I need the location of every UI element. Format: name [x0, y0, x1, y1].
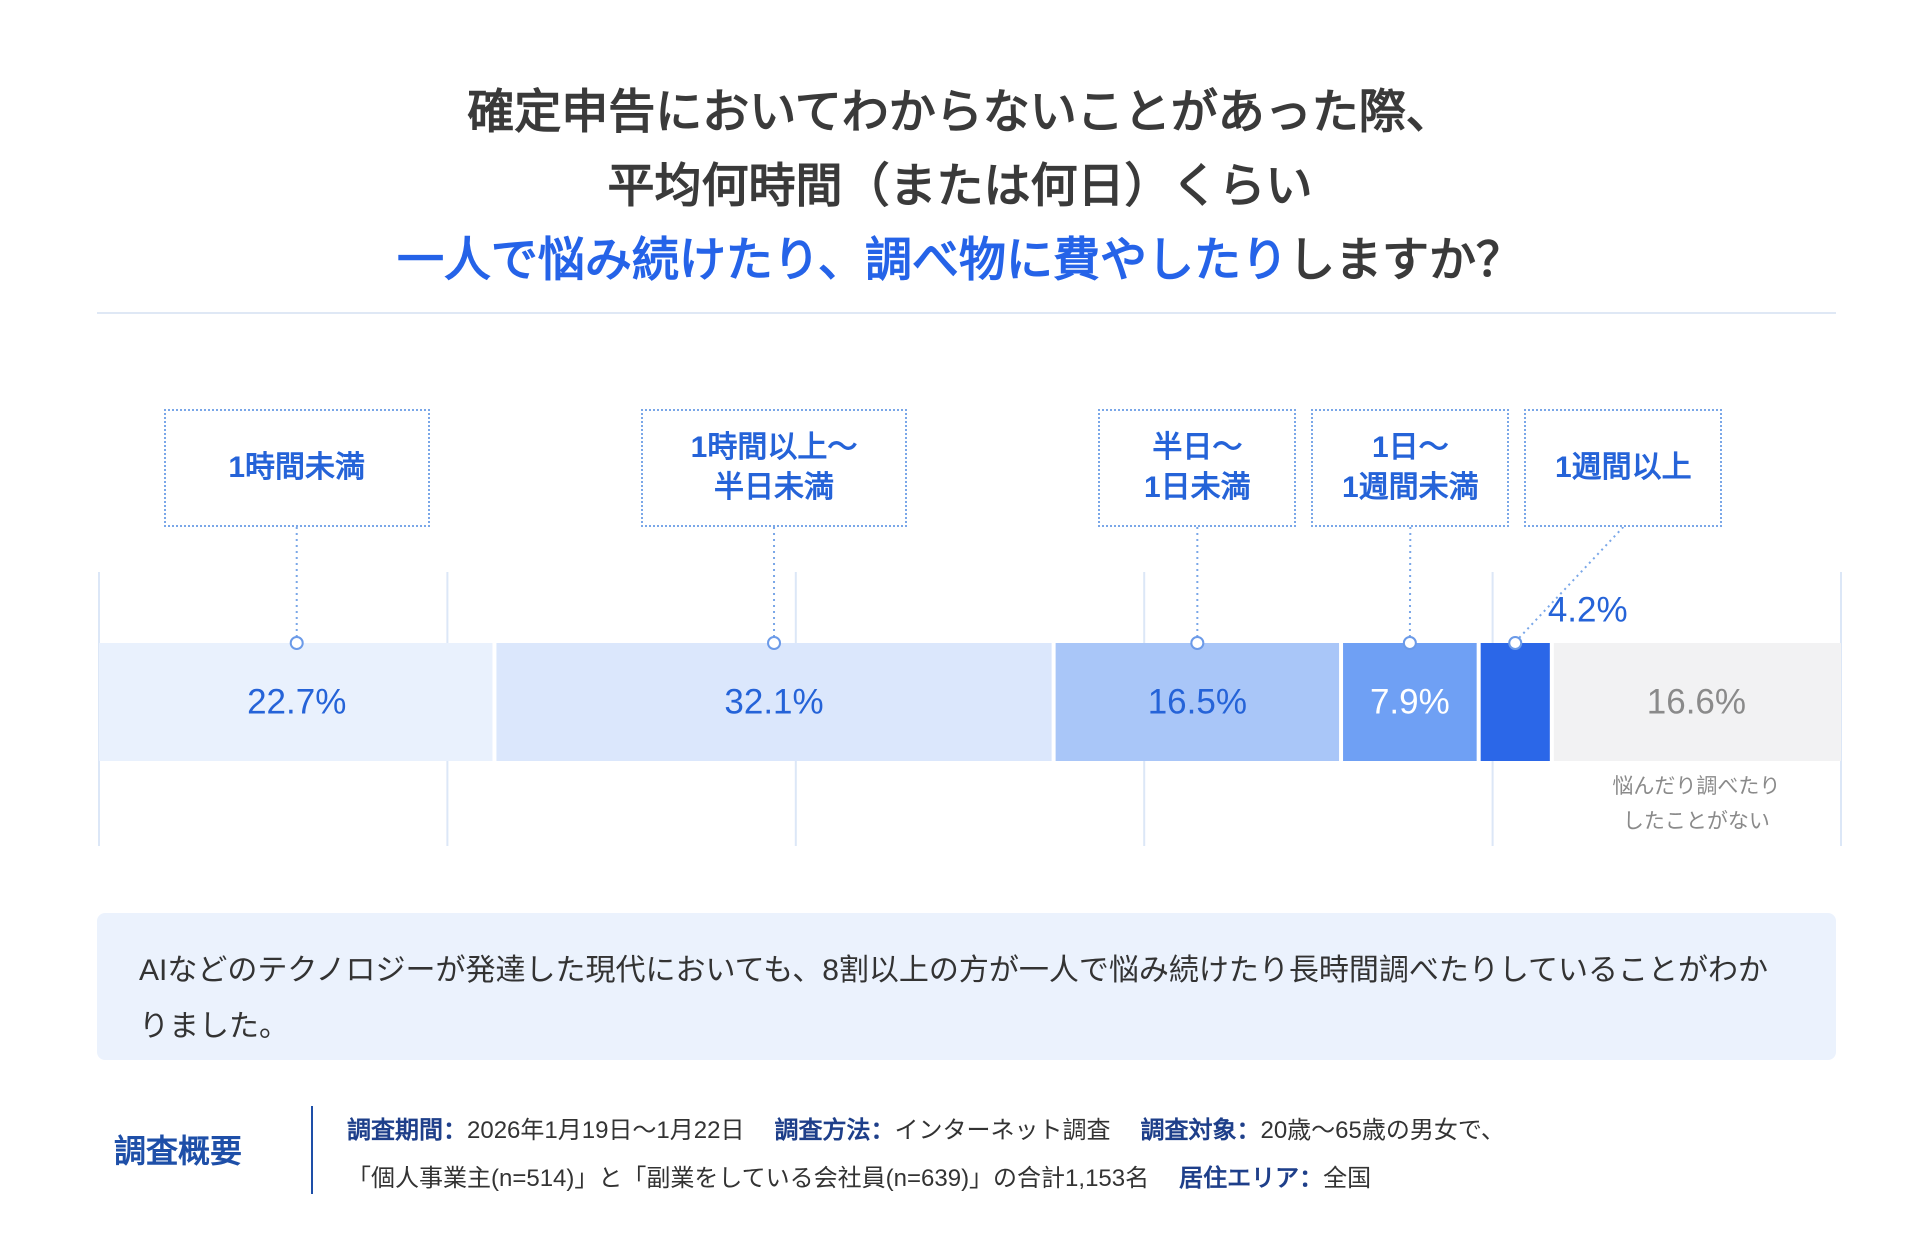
title-rest: しますか？ — [1288, 233, 1524, 286]
survey-item: 調査方法：インターネット調査 — [774, 1117, 1110, 1144]
connector-dot — [1190, 636, 1205, 650]
connector-dot — [1508, 636, 1523, 650]
survey-text: 2026年1月19日〜1月22日 — [467, 1117, 745, 1144]
bar-segment — [1553, 643, 1841, 761]
survey-item: 居住エリア：全国 — [1179, 1165, 1371, 1192]
summary: AIなどのテクノロジーが発達した現代においても、8割以上の方が一人で悩み続けたり… — [97, 913, 1836, 1060]
title-line: 一人で悩み続けたり、調べ物に費やしたりしますか？ — [0, 223, 1920, 297]
value-label: 4.2% — [1548, 590, 1628, 629]
survey-text: 20歳〜65歳の男女で、 — [1260, 1117, 1505, 1144]
category-label: 1日〜 1週間未満 — [1311, 409, 1510, 527]
category-label: 1週間以上 — [1524, 409, 1723, 527]
category-label: 1時間未満 — [163, 409, 430, 527]
bar-segment — [496, 643, 1052, 761]
survey-item: 調査対象：20歳〜65歳の男女で、 — [1140, 1117, 1504, 1144]
category-label: 1時間以上〜 半日未満 — [641, 409, 908, 527]
value-label: 16.6% — [1647, 682, 1746, 721]
survey-label: 居住エリア： — [1179, 1165, 1324, 1192]
survey-item: 「個人事業主(n=514)」と「副業をしている会社員(n=639)」の合計1,1… — [347, 1165, 1149, 1192]
separator — [311, 1106, 313, 1194]
survey-text: インターネット調査 — [894, 1117, 1111, 1144]
value-label: 32.1% — [724, 682, 823, 721]
survey-item: 調査期間：2026年1月19日〜1月22日 — [347, 1117, 744, 1144]
survey-label: 調査対象： — [1140, 1117, 1261, 1144]
bar-segment — [1055, 643, 1340, 761]
value-label: 16.5% — [1148, 682, 1247, 721]
connector-dot — [767, 636, 782, 650]
title-line: 平均何時間（または何日）くらい — [607, 159, 1313, 212]
survey-line: 調査期間：2026年1月19日〜1月22日 調査方法：インターネット調査 調査対象：… — [347, 1110, 1535, 1145]
title: 確定申告においてわからないことがあった際、 平均何時間（または何日）くらい 一人… — [0, 75, 1920, 297]
bar-segment — [1343, 643, 1477, 761]
category-label: 半日〜 1日未満 — [1098, 409, 1297, 527]
value-label: 22.7% — [247, 682, 346, 721]
survey-text: 「個人事業主(n=514)」と「副業をしている会社員(n=639)」の合計1,1… — [347, 1165, 1150, 1192]
survey-heading: 調査概要 — [114, 1133, 243, 1169]
survey-line: 「個人事業主(n=514)」と「副業をしている会社員(n=639)」の合計1,1… — [347, 1158, 1401, 1193]
survey-text: 全国 — [1323, 1165, 1372, 1192]
divider — [97, 312, 1836, 314]
title-line: 確定申告においてわからないことがあった際、 — [467, 85, 1453, 138]
value-label: 7.9% — [1370, 682, 1450, 721]
survey-label: 調査期間： — [347, 1117, 467, 1144]
bar-segment — [99, 643, 493, 761]
connector-dot — [1402, 636, 1417, 650]
survey-label: 調査方法： — [774, 1117, 895, 1144]
bar-segment — [1480, 643, 1550, 761]
connector-dot — [289, 636, 304, 650]
title-highlight: 一人で悩み続けたり、調べ物に費やしたり — [396, 233, 1289, 286]
category-note: 悩んだり調べたり したことがない — [1612, 775, 1781, 833]
connector — [1514, 526, 1625, 643]
